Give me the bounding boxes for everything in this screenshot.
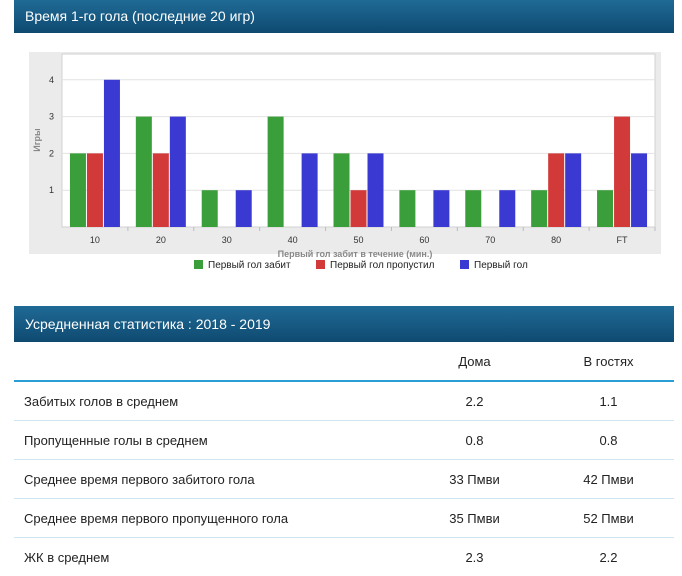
legend-label: Первый гол забит [208, 259, 291, 271]
bar-FT-series-1 [597, 190, 613, 227]
header-label [14, 342, 406, 381]
row-label: Среднее время первого забитого гола [14, 460, 406, 499]
bar-70-series-1 [465, 190, 481, 227]
bar-40-series-3 [302, 153, 318, 227]
chart-section-title: Время 1-го гола (последние 20 игр) [14, 0, 674, 33]
bar-20-series-3 [170, 117, 186, 227]
header-away: В гостях [543, 342, 674, 381]
bar-50-series-1 [334, 153, 350, 227]
stats-section-title: Усредненная статистика : 2018 - 2019 [14, 306, 674, 342]
x-axis-label: Первый гол забит в течение (мин.) [278, 249, 433, 259]
bar-50-series-2 [351, 190, 367, 227]
row-home-value: 2.3 [406, 538, 543, 576]
row-away-value: 52 Пмви [543, 499, 674, 538]
bar-80-series-2 [548, 153, 564, 227]
y-axis-label: Игры [32, 128, 42, 152]
row-home-value: 0.8 [406, 421, 543, 460]
y-tick-label: 1 [49, 185, 54, 195]
row-label: Пропущенные голы в среднем [14, 421, 406, 460]
x-tick-label: 70 [485, 235, 495, 245]
stats-header-row: Дома В гостях [14, 342, 674, 381]
bar-40-series-1 [268, 117, 284, 227]
bar-30-series-3 [236, 190, 252, 227]
legend-swatch [194, 260, 203, 269]
bar-20-series-1 [136, 117, 152, 227]
row-label: ЖК в среднем [14, 538, 406, 576]
bar-FT-series-2 [614, 117, 630, 227]
row-home-value: 35 Пмви [406, 499, 543, 538]
row-away-value: 0.8 [543, 421, 674, 460]
stats-table: Дома В гостях Забитых голов в среднем 2.… [14, 342, 674, 576]
bar-30-series-1 [202, 190, 218, 227]
bar-FT-series-3 [631, 153, 647, 227]
row-label: Среднее время первого пропущенного гола [14, 499, 406, 538]
bar-10-series-3 [104, 80, 120, 227]
table-row: Пропущенные голы в среднем 0.8 0.8 [14, 421, 674, 460]
bar-20-series-2 [153, 153, 169, 227]
table-row: Забитых голов в среднем 2.2 1.1 [14, 381, 674, 421]
row-label: Забитых голов в среднем [14, 381, 406, 421]
row-home-value: 33 Пмви [406, 460, 543, 499]
row-away-value: 1.1 [543, 381, 674, 421]
bar-10-series-2 [87, 153, 103, 227]
y-tick-label: 3 [49, 112, 54, 122]
bar-50-series-3 [368, 153, 384, 227]
y-tick-label: 2 [49, 148, 54, 158]
legend-label: Первый гол пропустил [330, 260, 435, 271]
bar-80-series-1 [531, 190, 547, 227]
table-row: Среднее время первого забитого гола 33 П… [14, 460, 674, 499]
x-tick-label: 10 [90, 235, 100, 245]
bar-60-series-1 [399, 190, 415, 227]
legend-swatch [460, 260, 469, 269]
bar-10-series-1 [70, 153, 86, 227]
row-away-value: 2.2 [543, 538, 674, 576]
x-tick-label: FT [617, 235, 628, 245]
x-tick-label: 20 [156, 235, 166, 245]
bar-60-series-3 [433, 190, 449, 227]
row-home-value: 2.2 [406, 381, 543, 421]
x-tick-label: 60 [419, 235, 429, 245]
table-row: Среднее время первого пропущенного гола … [14, 499, 674, 538]
x-tick-label: 30 [222, 235, 232, 245]
first-goal-time-chart: 1 2 3 4 10 20 30 40 50 60 70 80 FT Игры Первый гол … [0, 33, 682, 278]
chart-legend: Первый гол забит Первый гол пропустил Перв… [194, 259, 528, 271]
y-tick-label: 4 [49, 75, 54, 85]
bar-70-series-3 [499, 190, 515, 227]
header-home: Дома [406, 342, 543, 381]
table-row: ЖК в среднем 2.3 2.2 [14, 538, 674, 576]
x-tick-label: 50 [353, 235, 363, 245]
row-away-value: 42 Пмви [543, 460, 674, 499]
x-tick-label: 40 [288, 235, 298, 245]
legend-label: Первый гол [474, 260, 528, 271]
legend-swatch [316, 260, 325, 269]
x-tick-label: 80 [551, 235, 561, 245]
bar-80-series-3 [565, 153, 581, 227]
